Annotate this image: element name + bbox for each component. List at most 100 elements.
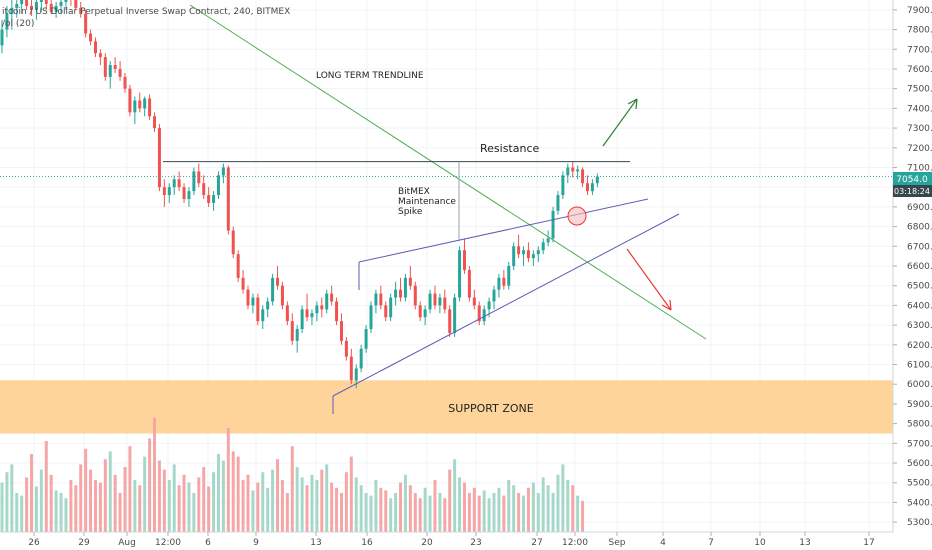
candle-body [280, 285, 284, 306]
candle-body [162, 187, 166, 196]
volume-bar [482, 490, 486, 532]
wedge-lower-line[interactable] [332, 213, 680, 397]
candle-body [502, 277, 506, 286]
time-axis-label: 16 [361, 538, 373, 548]
volume-bar [374, 480, 378, 532]
candle-body [236, 254, 240, 278]
candle-body [526, 250, 530, 259]
volume-bar [44, 441, 48, 532]
volume-bar [54, 490, 58, 532]
volume-bar [246, 474, 250, 532]
volume-bar [369, 495, 373, 532]
volume-bar [546, 485, 550, 532]
volume-bar [384, 490, 388, 532]
volume-bar [118, 493, 122, 532]
volume-bar [138, 485, 142, 532]
price-axis[interactable]: 7900.0 7800.0 7700.0 7600.0 7500.0 7400.0 7300… [892, 0, 932, 550]
candle-body [285, 305, 289, 322]
volume-bar [226, 428, 230, 532]
candle-body [138, 100, 142, 109]
long-term-trendline-label: LONG TERM TRENDLINE [316, 71, 424, 81]
price-axis-label: 7100.0 [907, 163, 932, 173]
price-axis-label: 7900.0 [907, 6, 932, 16]
candle-body [216, 175, 220, 196]
candle-body [197, 171, 201, 184]
candle-body [472, 297, 476, 306]
candle-body [231, 230, 235, 255]
candle-body [290, 321, 294, 341]
time-axis-label: 7 [708, 538, 714, 548]
volume-bar [472, 487, 476, 532]
price-axis-label: 7300.0 [907, 124, 932, 134]
candle-body [571, 167, 575, 172]
volume-bar [271, 469, 275, 532]
time-axis-label: 17 [863, 538, 874, 548]
volume-bar [561, 464, 565, 532]
volume-bar [305, 485, 309, 532]
candle-body [271, 277, 275, 302]
candle-body [79, 7, 83, 14]
candle-body [98, 53, 102, 58]
wedge-upper-line[interactable] [358, 198, 649, 263]
candle-body [305, 309, 309, 318]
volume-bar [403, 474, 407, 532]
candle-body [492, 289, 496, 302]
long-term-trendline[interactable] [189, 4, 707, 340]
volume-bar [133, 480, 137, 532]
candle-body [487, 301, 491, 310]
candle-body [536, 250, 540, 255]
candle-body [108, 65, 112, 77]
volume-bar [320, 469, 324, 532]
volume-indicator-label: /ol (20) [2, 19, 34, 29]
volume-bar [556, 474, 560, 532]
candle-body [89, 33, 93, 42]
volume-bar [113, 474, 117, 532]
candle-body [349, 356, 353, 381]
price-axis-label: 6500.0 [907, 282, 932, 292]
candle-body [261, 309, 265, 322]
candle-body [458, 250, 462, 298]
candle-body [315, 305, 319, 314]
price-axis-label: 5700.0 [907, 439, 932, 449]
volume-bar [207, 486, 211, 532]
candle-body [344, 340, 348, 357]
volume-bar [59, 493, 63, 532]
time-axis-background [0, 532, 932, 550]
candle-body [30, 5, 34, 10]
volume-bar [295, 467, 299, 532]
time-axis-label: 13 [310, 538, 321, 548]
volume-bar [187, 482, 191, 532]
volume-bar [517, 493, 521, 532]
volume-bar [344, 472, 348, 532]
volume-bar [458, 477, 462, 532]
time-axis[interactable]: 26 29 Aug 12:00 6 9 13 16 20 23 27 12:00 Sep 4 7 10 13 17 [0, 531, 932, 550]
candle-body [212, 195, 216, 203]
volume-bar [221, 460, 225, 532]
resistance-label: Resistance [480, 142, 540, 155]
volume-bar [192, 493, 196, 532]
candle-body [438, 297, 442, 306]
candle-body [241, 277, 245, 290]
volume-bar [413, 493, 417, 532]
price-axis-label: 7800.0 [907, 26, 932, 36]
candle-body [531, 254, 535, 259]
time-axis-label: 13 [799, 538, 810, 548]
candle-body [512, 246, 516, 266]
price-axis-label: 5400.0 [907, 498, 932, 508]
volume-bar [5, 472, 9, 532]
candle-body [34, 1, 38, 10]
candle-body [15, 3, 19, 8]
candle-body [413, 285, 417, 306]
candle-body [541, 242, 545, 251]
candle-body [330, 293, 334, 302]
candle-body [103, 57, 107, 77]
volume-bar [551, 493, 555, 532]
volume-bar [428, 495, 432, 532]
time-axis-label: 6 [205, 538, 211, 548]
candle-body [295, 329, 299, 341]
candle-body [39, 0, 43, 2]
candle-body [561, 175, 565, 196]
volume-bar [389, 498, 393, 532]
volume-bars [0, 417, 585, 532]
